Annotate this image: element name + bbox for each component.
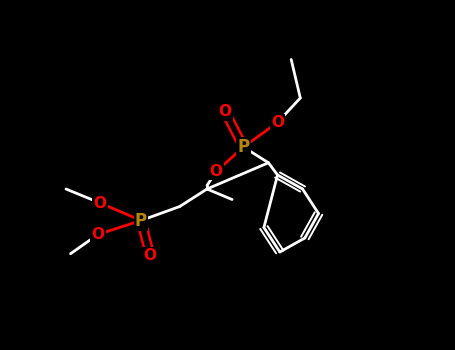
Text: O: O — [219, 105, 232, 119]
Text: O: O — [271, 115, 284, 130]
Text: O: O — [210, 164, 222, 179]
Text: O: O — [144, 248, 157, 263]
Text: O: O — [91, 227, 104, 242]
Text: P: P — [135, 211, 147, 230]
Text: O: O — [94, 196, 106, 210]
Text: P: P — [238, 138, 249, 156]
